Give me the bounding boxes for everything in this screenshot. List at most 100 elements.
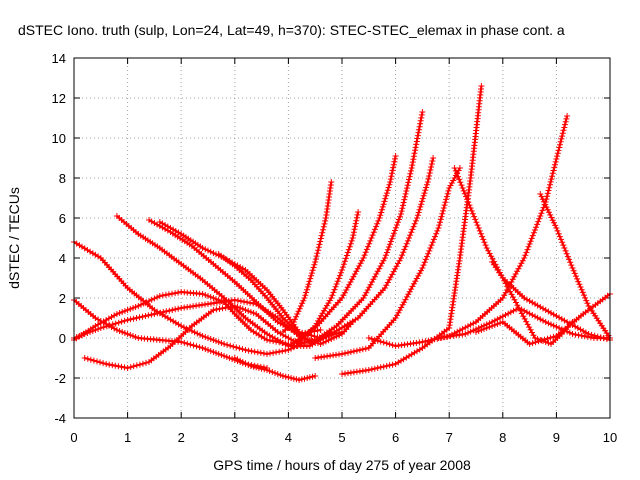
data-point [489, 323, 496, 329]
data-point [292, 316, 298, 323]
x-tick-label: 0 [70, 430, 77, 445]
data-point [163, 308, 170, 315]
data-point [415, 209, 422, 216]
x-tick-label: 7 [446, 430, 453, 445]
data-point [462, 324, 469, 331]
data-point [231, 297, 238, 303]
data-point [293, 376, 300, 383]
data-point [419, 109, 426, 115]
data-point [403, 240, 410, 247]
data-point [207, 336, 214, 342]
data-point [383, 363, 390, 369]
data-point [459, 326, 466, 332]
data-point [563, 115, 570, 122]
data-point [336, 272, 343, 279]
data-point [396, 307, 403, 314]
data-point [362, 249, 369, 256]
data-point [417, 120, 424, 127]
data-point [113, 327, 120, 333]
data-point [562, 121, 568, 128]
data-point [222, 304, 229, 311]
data-point [523, 249, 530, 256]
data-point [548, 176, 555, 183]
data-point [428, 337, 435, 343]
data-point [383, 249, 390, 256]
data-point [328, 179, 335, 185]
data-point [377, 263, 384, 269]
data-point [172, 306, 179, 313]
data-point [523, 309, 530, 316]
data-point [552, 222, 559, 229]
data-point [175, 305, 182, 312]
data-point [475, 225, 482, 231]
data-point [363, 289, 370, 296]
data-point [248, 348, 255, 355]
data-point [547, 334, 554, 341]
data-point [467, 328, 474, 335]
y-tick-label: 12 [52, 91, 66, 106]
data-point [386, 341, 393, 348]
data-point [334, 278, 341, 285]
data-point [106, 322, 113, 329]
data-point [319, 229, 326, 236]
data-point [242, 307, 249, 313]
data-point [273, 349, 280, 356]
data-point [215, 339, 222, 345]
data-point [353, 347, 360, 354]
data-point [121, 330, 128, 336]
data-point [526, 310, 533, 317]
data-point [261, 366, 268, 373]
data-point [561, 245, 568, 251]
data-point [563, 250, 570, 257]
data-point [132, 304, 139, 310]
data-point [444, 190, 451, 197]
data-point [299, 300, 306, 307]
data-point [429, 239, 436, 246]
data-point [345, 349, 351, 356]
data-point [274, 371, 281, 377]
data-point [457, 179, 464, 186]
data-point [253, 364, 260, 371]
data-point [556, 325, 563, 331]
data-point [421, 259, 428, 266]
data-point [369, 232, 376, 239]
data-point [138, 301, 144, 308]
data-point [317, 238, 324, 245]
data-point [272, 370, 278, 376]
data-point [118, 318, 125, 325]
data-point [538, 193, 545, 200]
data-point [398, 255, 404, 261]
data-point [180, 324, 187, 331]
data-point [356, 263, 363, 269]
data-point [416, 270, 423, 277]
data-point [205, 347, 211, 353]
y-tick-label: 10 [52, 131, 66, 146]
data-point [377, 212, 384, 219]
data-point [491, 322, 498, 328]
data-point [539, 207, 546, 214]
data-point [534, 221, 541, 228]
data-point [350, 229, 357, 236]
data-point [452, 167, 459, 174]
data-point [387, 179, 394, 185]
data-point [521, 307, 528, 314]
data-point [339, 267, 345, 273]
data-point [352, 223, 359, 230]
data-point [414, 135, 421, 142]
data-point [210, 295, 217, 301]
data-point [579, 289, 586, 296]
data-point [94, 358, 100, 365]
data-point [395, 309, 402, 316]
data-point [124, 331, 131, 337]
data-point [510, 307, 517, 314]
data-point [205, 335, 211, 341]
data-point [127, 316, 134, 323]
data-point [558, 135, 565, 142]
data-point [356, 347, 363, 353]
data-point [368, 335, 375, 342]
x-tick-label: 2 [178, 430, 185, 445]
data-point [405, 291, 412, 298]
data-point [402, 193, 408, 200]
data-point [264, 351, 270, 357]
data-point [371, 226, 378, 233]
